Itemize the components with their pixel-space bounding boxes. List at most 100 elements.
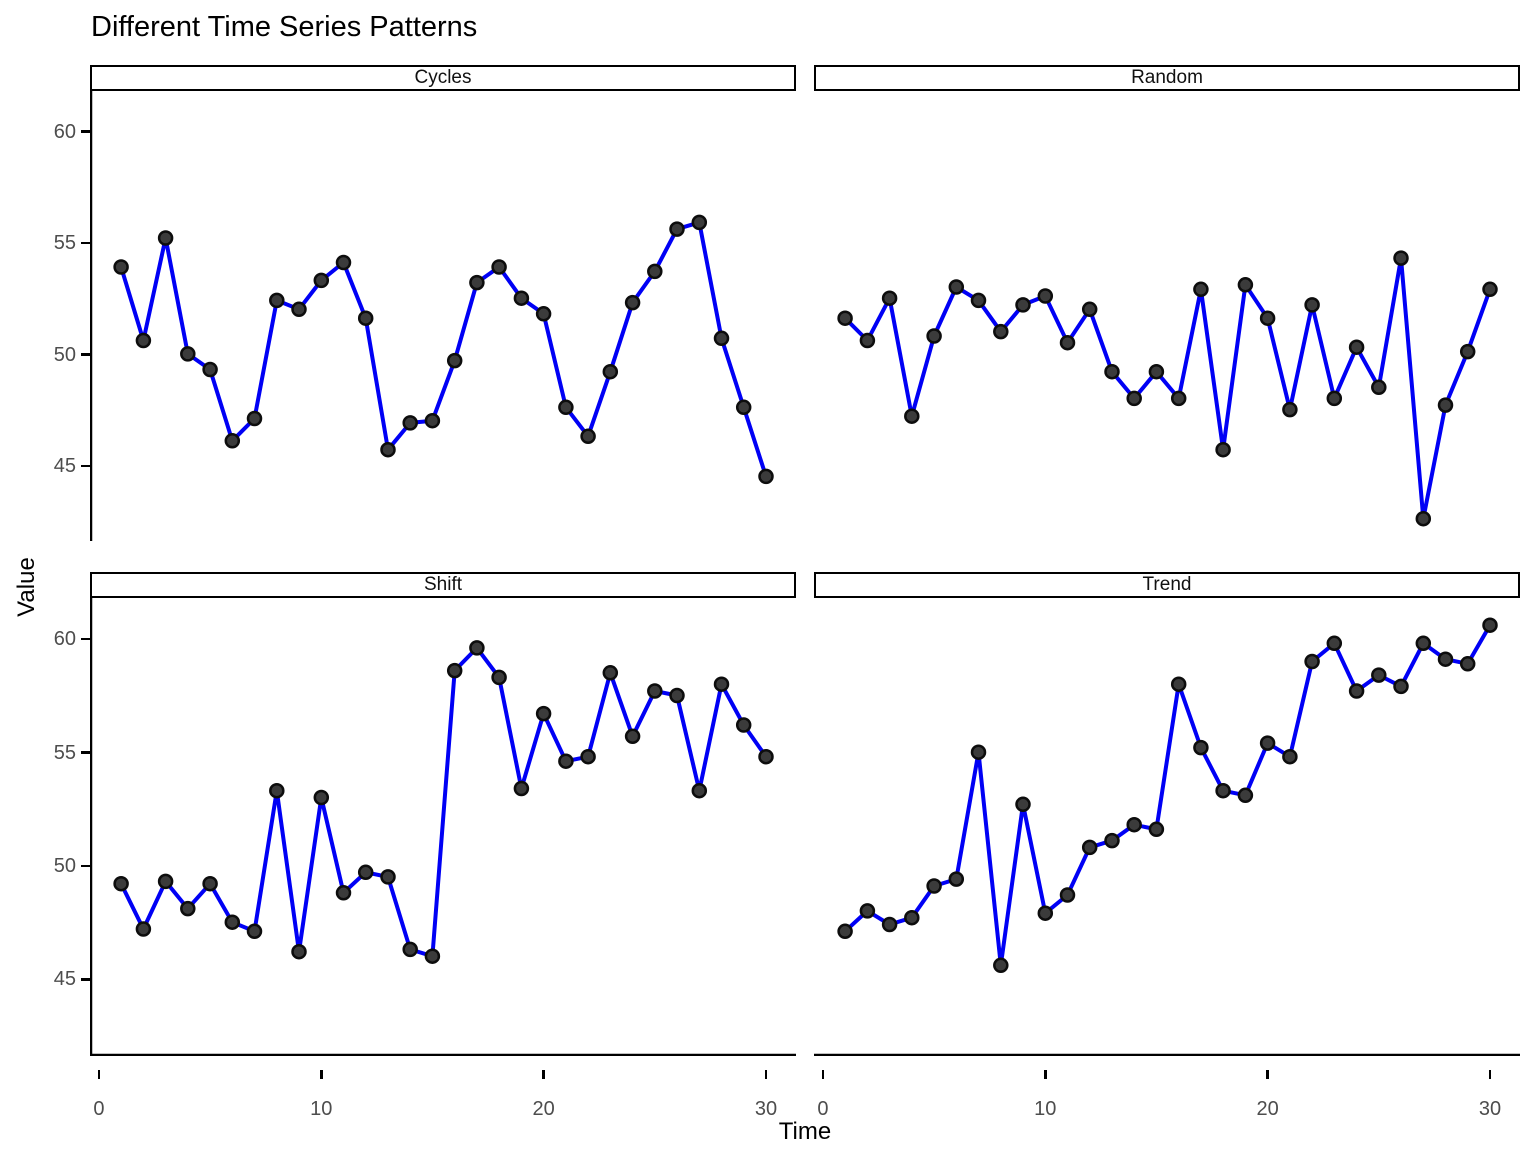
data-point: [624, 728, 641, 745]
data-point: [558, 753, 574, 769]
data-point: [948, 279, 965, 295]
facet-strip-label: Trend: [1142, 574, 1192, 595]
series-line-shift: [119, 645, 768, 959]
data-point: [602, 363, 619, 380]
data-point: [535, 705, 552, 722]
y-tick-mark: [81, 130, 90, 133]
random-panel-plot: [837, 250, 1498, 527]
data-point: [224, 433, 241, 449]
data-point: [580, 748, 596, 765]
y-tick-label: 50: [53, 343, 76, 366]
data-point: [313, 272, 330, 289]
y-tick-mark: [81, 751, 90, 754]
data-point: [1259, 310, 1276, 326]
data-point: [1237, 277, 1254, 293]
series-line-random: [843, 256, 1492, 521]
data-point: [380, 441, 396, 458]
data-point: [713, 676, 730, 692]
data-point: [1193, 739, 1209, 756]
data-point: [647, 683, 663, 699]
data-point: [624, 294, 641, 311]
data-point: [402, 941, 418, 958]
data-point: [1081, 301, 1098, 318]
data-point: [246, 410, 263, 427]
data-point: [970, 292, 987, 309]
data-point: [1215, 782, 1231, 799]
data-point: [335, 885, 352, 901]
y-tick-label: 60: [53, 628, 76, 651]
data-point: [1371, 379, 1387, 396]
trend-panel-plot: [814, 617, 1520, 1056]
series-line-cycles: [119, 220, 768, 479]
data-point: [1304, 297, 1320, 313]
facet-random: Random: [814, 65, 1520, 541]
data-point: [993, 957, 1009, 974]
data-point: [691, 782, 708, 799]
data-point: [446, 352, 463, 369]
data-point: [837, 923, 853, 940]
data-point: [837, 310, 853, 326]
x-tick-mark: [764, 1070, 768, 1079]
x-axis-title: Time: [778, 1118, 832, 1145]
data-point: [1326, 635, 1343, 652]
data-point: [357, 864, 374, 881]
data-point: [1059, 887, 1076, 903]
y-tick-label: 60: [53, 120, 76, 143]
y-tick-mark: [81, 353, 90, 356]
data-point: [1326, 390, 1343, 407]
y-tick-label: 55: [53, 232, 76, 255]
data-point: [1482, 281, 1498, 298]
data-point: [357, 310, 374, 326]
data-point: [926, 878, 942, 894]
data-point: [1015, 297, 1031, 313]
facet-strip-cycles: Cycles: [90, 65, 796, 91]
shift-panel-plot: [90, 598, 796, 1056]
x-tick-mark: [1266, 1070, 1269, 1079]
data-point: [113, 875, 129, 892]
data-point: [669, 687, 685, 704]
y-tick-label: 45: [53, 454, 76, 477]
data-point: [469, 274, 485, 291]
data-point: [1459, 343, 1476, 360]
x-tick-label: 20: [532, 1098, 555, 1120]
data-point: [202, 875, 218, 892]
data-point: [1348, 339, 1365, 355]
data-point: [1459, 656, 1476, 672]
data-point: [491, 259, 507, 275]
y-axis-title: Value: [13, 557, 40, 617]
x-tick-mark: [1044, 1070, 1047, 1079]
data-point: [1104, 363, 1120, 380]
data-point: [1148, 363, 1165, 380]
data-point: [424, 412, 441, 429]
data-point: [335, 254, 352, 271]
data-point: [1148, 821, 1165, 838]
data-point: [1037, 905, 1054, 921]
x-tick-label: 10: [310, 1098, 333, 1120]
facet-strip-trend: Trend: [814, 572, 1520, 598]
data-point: [881, 916, 898, 933]
data-point: [1348, 683, 1365, 699]
data-point: [558, 399, 574, 416]
data-point: [602, 665, 619, 681]
y-tick-mark: [81, 464, 90, 468]
data-point: [1126, 816, 1142, 833]
data-point: [970, 744, 987, 760]
data-point: [859, 332, 876, 349]
data-point: [157, 873, 174, 890]
data-point: [647, 263, 663, 280]
data-point: [926, 328, 942, 344]
facet-strip-label: Shift: [423, 574, 463, 595]
series-line-trend: [843, 623, 1492, 968]
data-point: [380, 869, 396, 885]
x-tick-mark: [821, 1070, 825, 1079]
facet-shift: Shift: [90, 572, 796, 1056]
data-point: [157, 230, 174, 246]
data-point: [269, 292, 285, 309]
y-tick-mark: [81, 978, 90, 981]
x-tick-mark: [1488, 1070, 1492, 1079]
x-tick-label: 10: [1034, 1098, 1057, 1120]
data-point: [180, 346, 196, 362]
data-point: [1304, 653, 1320, 670]
facet-cycles: Cycles: [90, 65, 796, 541]
data-point: [859, 903, 876, 919]
